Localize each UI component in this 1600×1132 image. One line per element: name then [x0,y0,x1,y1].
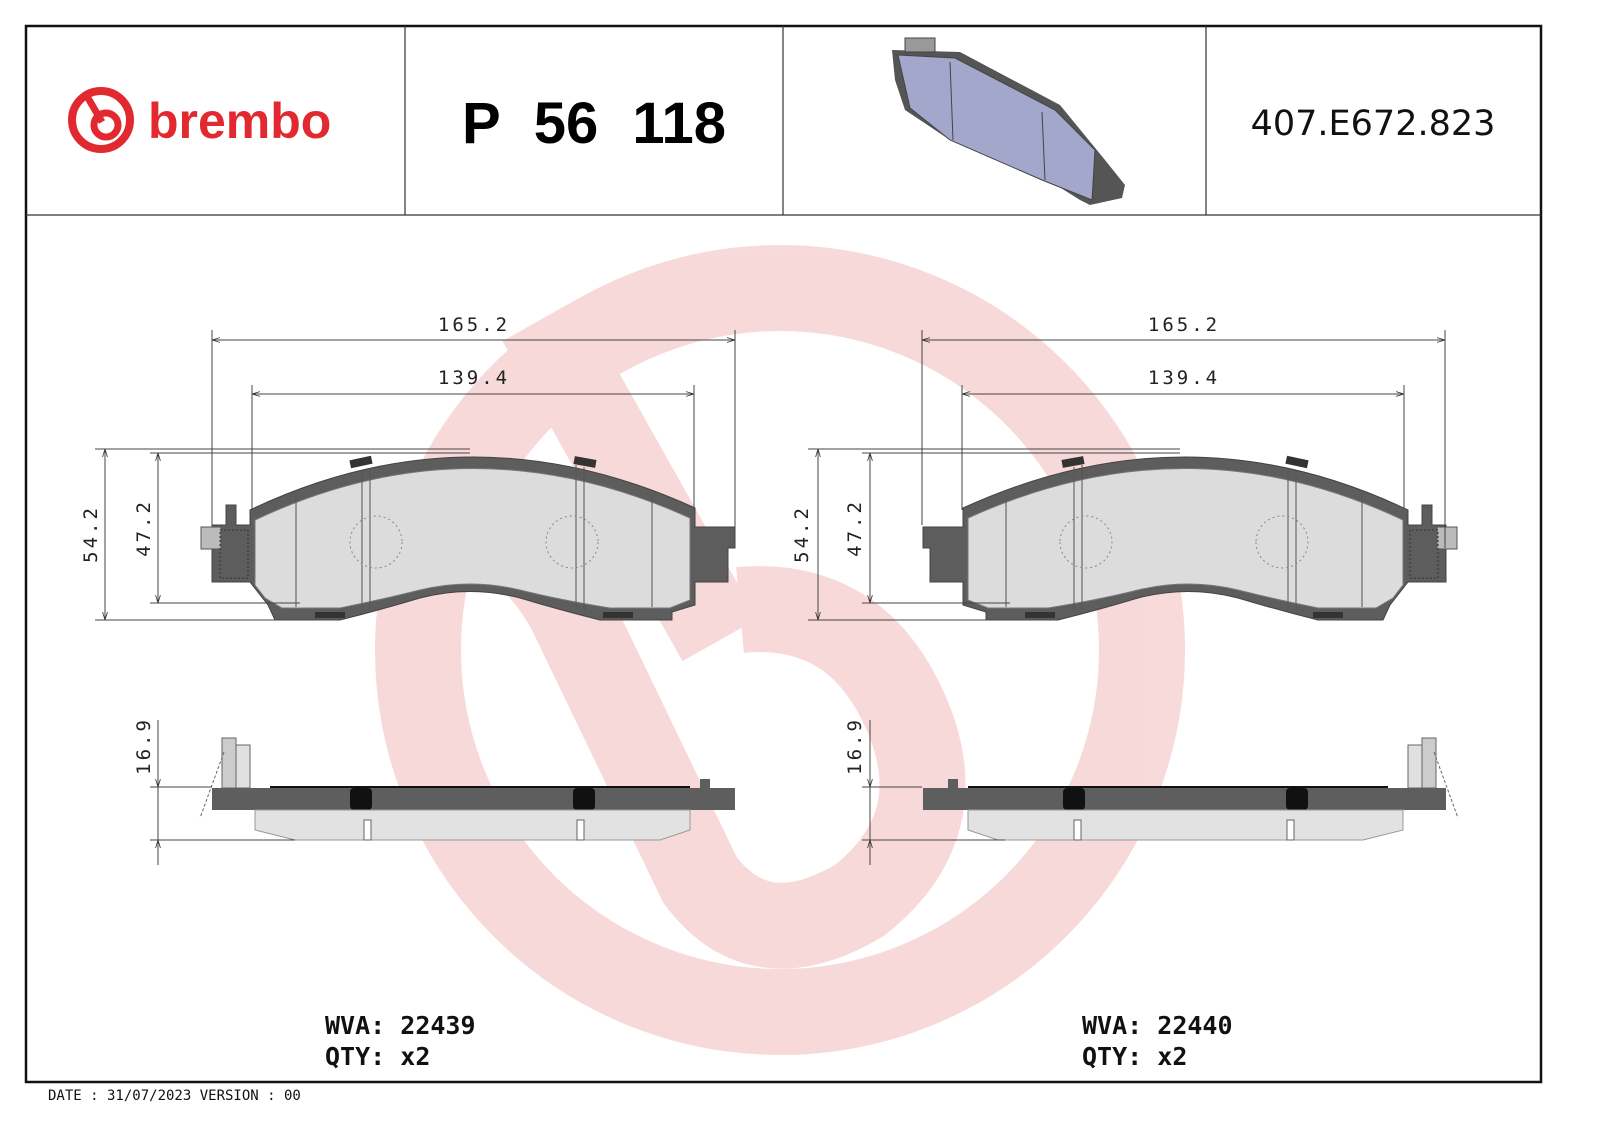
qty-label: QTY: [325,1042,386,1071]
dimension-lines-left [95,330,736,865]
wva-number: 22439 [400,1011,476,1040]
wva-label: WVA: [1082,1011,1143,1040]
dim-width-total-left: 165.2 [438,314,510,336]
brand-name: brembo [148,93,331,149]
dim-height-total-right: 54.2 [791,505,813,563]
dim-height-total-left: 54.2 [80,505,102,563]
date-version-footer: DATE : 31/07/2023 VERSION : 00 [48,1088,301,1104]
dim-thickness-left: 16.9 [133,717,155,775]
dimension-lines-right [808,330,1446,865]
dim-height-inner-left: 47.2 [133,499,155,557]
reference-number: 407.E672.823 [1251,104,1496,144]
part-number: P 56 118 [462,91,726,156]
qty-value: x2 [1157,1042,1188,1071]
wva-number: 22440 [1157,1011,1233,1040]
dim-width-total-right: 165.2 [1148,314,1220,336]
brembo-logo-watermark [375,245,1185,1055]
qty-label: QTY: [1082,1042,1143,1071]
dim-width-inner-left: 139.4 [438,367,510,389]
info-left: WVA: 22439 QTY: x2 [325,1010,476,1072]
wva-label: WVA: [325,1011,386,1040]
dim-width-inner-right: 139.4 [1148,367,1220,389]
brembo-logo: brembo [68,87,331,153]
pad-side-view-right [922,737,1459,841]
pad-front-view-right [922,455,1458,621]
qty-value: x2 [400,1042,431,1071]
dim-thickness-right: 16.9 [844,717,866,775]
dim-height-inner-right: 47.2 [844,499,866,557]
info-right: WVA: 22440 QTY: x2 [1082,1010,1233,1072]
brake-pad-thumbnail [892,37,1125,205]
